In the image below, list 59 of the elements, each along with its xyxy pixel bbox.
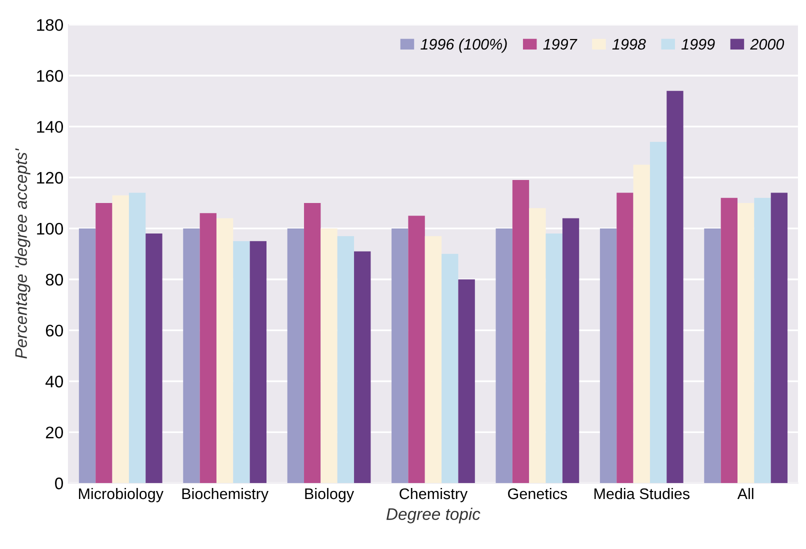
- bar: [512, 180, 530, 484]
- bar: [562, 218, 580, 484]
- bar: [408, 216, 425, 484]
- legend-label: 1998: [612, 38, 646, 50]
- bar: [392, 228, 408, 484]
- bar: [78, 228, 96, 484]
- y-tick-label: 160: [37, 70, 63, 82]
- y-tick-label: 20: [46, 426, 63, 438]
- bar: [112, 195, 129, 484]
- y-tick-label: 140: [37, 120, 63, 133]
- legend-label: 1999: [681, 38, 715, 50]
- bar: [354, 251, 371, 484]
- y-tick-label: 120: [37, 172, 63, 184]
- x-tick-label: All: [737, 488, 754, 500]
- legend-label: 2000: [750, 38, 784, 50]
- bar: [600, 228, 617, 484]
- bar: [704, 228, 721, 484]
- bar: [738, 202, 754, 484]
- y-tick-label: 80: [46, 274, 63, 286]
- x-tick-label: Biochemistry: [182, 488, 269, 502]
- y-tick-label: 60: [46, 324, 63, 337]
- x-tick-label: Genetics: [508, 488, 568, 500]
- bar: [304, 202, 321, 484]
- x-tick-label: Media Studies: [594, 488, 690, 500]
- bar: [754, 198, 771, 484]
- bar: [96, 202, 112, 484]
- bar: [496, 228, 512, 484]
- bar: [666, 90, 684, 484]
- legend-label: 1996 (100%): [420, 38, 507, 53]
- y-tick-label: 100: [37, 222, 63, 235]
- bar: [183, 228, 200, 484]
- bar: [616, 192, 634, 484]
- bar: [216, 218, 234, 484]
- bar: [200, 213, 216, 484]
- bar: [650, 142, 667, 484]
- bar: [287, 228, 304, 484]
- bar: [442, 254, 458, 484]
- legend-label: 1997: [543, 38, 578, 50]
- bar: [458, 279, 475, 484]
- bar: [320, 228, 338, 484]
- x-tick-label: Chemistry: [400, 488, 468, 502]
- bar: [424, 236, 442, 484]
- bar: [770, 192, 788, 484]
- bar: [337, 236, 354, 484]
- bar: [546, 234, 562, 484]
- bar: [128, 192, 146, 484]
- bar: [250, 241, 266, 484]
- bar: [233, 241, 250, 484]
- bar: [720, 198, 738, 484]
- y-tick-label: 0: [55, 478, 63, 490]
- bar: [529, 208, 546, 484]
- y-tick-label: 180: [37, 19, 63, 31]
- bar: [633, 164, 650, 484]
- bar: [146, 234, 162, 484]
- y-axis-title: Percentage 'degree accepts': [14, 148, 30, 358]
- x-tick-label: Microbiology: [78, 488, 164, 502]
- y-tick-label: 40: [45, 376, 63, 388]
- x-tick-label: Biology: [305, 488, 354, 502]
- x-axis-title: Degree topic: [386, 508, 480, 524]
